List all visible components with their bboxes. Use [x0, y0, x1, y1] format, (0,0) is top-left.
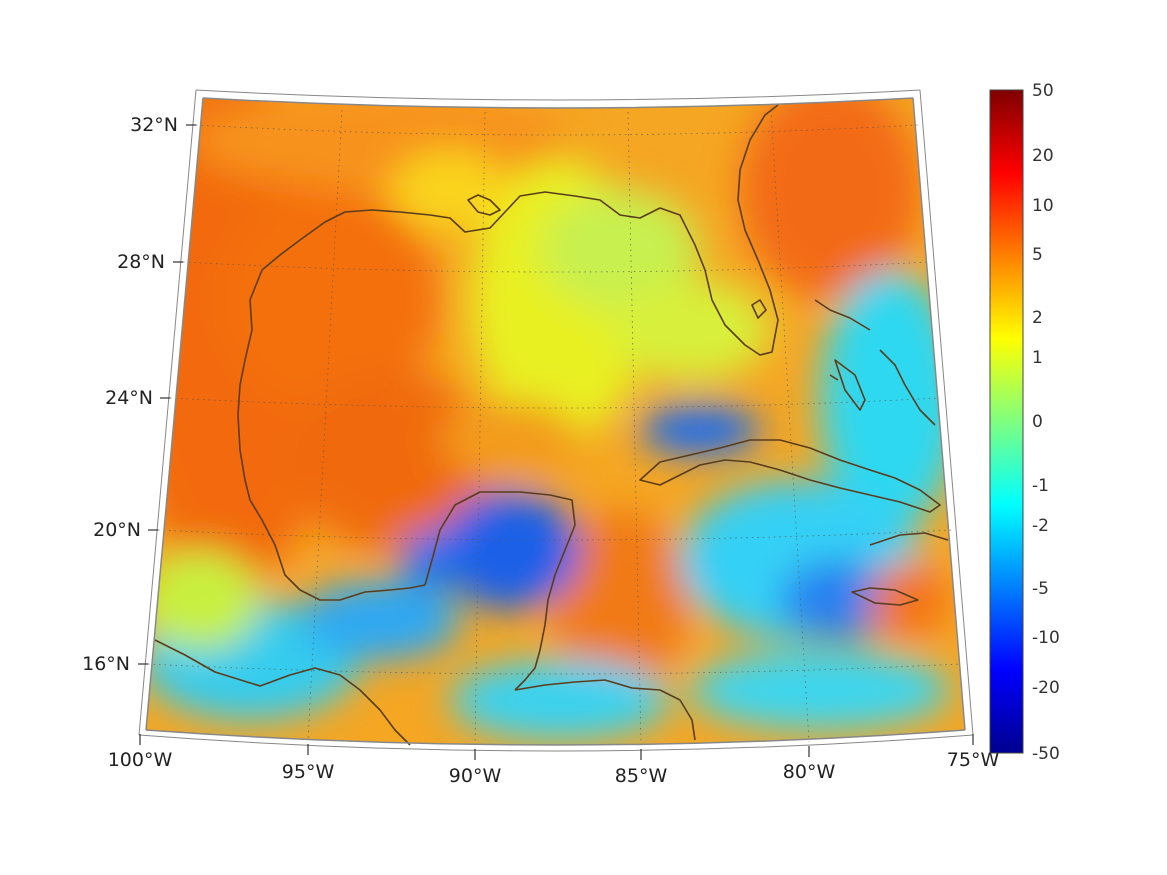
- grid-lat-28: [182, 261, 929, 273]
- lon-label-90: 90°W: [449, 765, 502, 787]
- graticule: [147, 109, 961, 746]
- lon-label-95: 95°W: [282, 761, 335, 783]
- lon-label-75: 75°W: [947, 749, 1000, 771]
- grid-lon-95: [307, 109, 343, 741]
- lon-label-80: 80°W: [783, 761, 836, 783]
- lat-label-16: 16°N: [82, 653, 130, 675]
- coastlines: [154, 104, 949, 746]
- colorbar-tick: -2: [1032, 516, 1049, 536]
- lat-label-28: 28°N: [117, 251, 165, 273]
- colorbar-tick: 0: [1032, 412, 1043, 432]
- grid-lat-16: [147, 663, 961, 675]
- colorbar-tick: 1: [1032, 348, 1043, 368]
- cuba: [639, 439, 941, 513]
- grid-lon-90: [474, 111, 486, 746]
- colorbar-tick: 2: [1032, 308, 1043, 328]
- colorbar-tick: 5: [1032, 245, 1043, 265]
- lon-labels: 100°W 95°W 90°W 85°W 80°W 75°W: [108, 749, 1000, 787]
- colorbar-ticks: 50 20 10 5 2 1 0 -1 -2 -5 -10 -20 -50: [1032, 81, 1060, 764]
- mobile-bay-islands: [467, 194, 501, 216]
- mexico-gulf-coast: [237, 299, 426, 601]
- us-gulf-coast: [249, 104, 779, 356]
- colorbar: 50 20 10 5 2 1 0 -1 -2 -5 -10 -20 -50: [989, 81, 1060, 764]
- colorbar-tick: -1: [1032, 476, 1049, 496]
- lon-label-85: 85°W: [615, 765, 668, 787]
- lat-labels: 32°N 28°N 24°N 20°N 16°N: [82, 114, 178, 675]
- bahamas-andros: [834, 359, 866, 411]
- lat-label-24: 24°N: [105, 387, 153, 409]
- mexico-pacific-coast: [154, 639, 411, 746]
- grid-lon-80: [770, 109, 810, 743]
- central-america: [514, 679, 696, 741]
- colorbar-tick: -20: [1032, 678, 1060, 698]
- grid-lon-85: [627, 111, 642, 746]
- colorbar-tick: -10: [1032, 628, 1060, 648]
- lat-label-20: 20°N: [93, 519, 141, 541]
- colorbar-tick: 20: [1032, 146, 1054, 166]
- colorbar-tick: -5: [1032, 579, 1049, 599]
- map-frame: [138, 89, 974, 752]
- grid-lat-24: [169, 397, 941, 409]
- colorbar-gradient: [989, 89, 1024, 754]
- bahamas-chain: [814, 299, 936, 426]
- heat-field: [146, 98, 965, 745]
- lon-label-100: 100°W: [108, 749, 173, 771]
- jamaica: [851, 587, 919, 606]
- colorbar-tick: 10: [1032, 196, 1054, 216]
- axis-ticks: [138, 124, 974, 760]
- lat-label-32: 32°N: [130, 114, 178, 136]
- hispaniola: [869, 532, 949, 546]
- lake-okeechobee: [751, 299, 767, 319]
- yucatan: [424, 491, 576, 691]
- colorbar-tick: 50: [1032, 81, 1054, 101]
- colorbar-tick: -50: [1032, 744, 1060, 764]
